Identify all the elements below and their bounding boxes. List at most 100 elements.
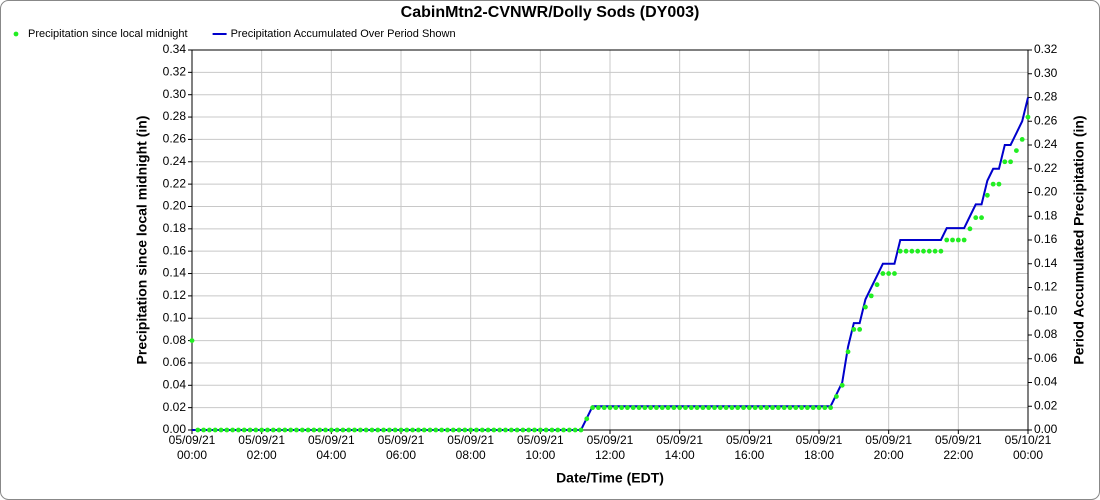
data-point [357, 427, 363, 433]
data-point [863, 304, 868, 310]
data-point [613, 405, 619, 411]
x-tick-label: 05/09/21 16:00 [726, 433, 773, 462]
data-point [746, 405, 752, 411]
data-point [230, 427, 236, 433]
data-point [526, 427, 532, 433]
data-point [363, 427, 369, 433]
data-point [328, 427, 334, 433]
data-point [886, 271, 892, 276]
data-point [305, 427, 311, 433]
data-point [973, 215, 979, 221]
data-point [892, 271, 897, 276]
y2-tick-label: 0.16 [1034, 232, 1058, 246]
data-point [584, 416, 590, 422]
data-point [630, 405, 636, 411]
data-point [247, 427, 253, 433]
data-point [282, 427, 288, 433]
data-point [741, 405, 746, 411]
y-axis-title: Precipitation since local midnight (in) [134, 116, 150, 365]
data-point [514, 427, 520, 433]
y2-tick-label: 0.06 [1034, 351, 1058, 365]
data-point [845, 349, 851, 355]
y-tick-label: 0.02 [163, 400, 187, 414]
data-point [642, 405, 648, 411]
data-point [897, 248, 903, 254]
x-tick-label: 05/09/21 08:00 [447, 433, 494, 462]
data-point [404, 427, 410, 433]
data-point [880, 271, 886, 276]
data-point [561, 427, 566, 433]
data-point [619, 405, 625, 411]
x-tick-label: 05/09/21 22:00 [935, 433, 982, 462]
data-point [572, 427, 578, 433]
data-point [375, 427, 381, 433]
data-point [421, 427, 427, 433]
y2-tick-label: 0.02 [1034, 398, 1058, 412]
data-point [259, 427, 265, 433]
y-tick-label: 0.14 [163, 266, 187, 280]
y2-tick-label: 0.12 [1034, 280, 1058, 294]
y2-tick-label: 0.32 [1034, 42, 1058, 56]
data-point [665, 405, 671, 411]
data-point [323, 427, 328, 433]
data-point [288, 427, 294, 433]
data-point [828, 405, 834, 411]
data-point [834, 394, 839, 399]
data-point [189, 338, 195, 343]
data-point [503, 427, 508, 433]
data-point [979, 215, 984, 221]
y-tick-label: 0.28 [163, 109, 187, 123]
data-point [299, 427, 305, 433]
x-tick-label: 05/09/21 14:00 [656, 433, 703, 462]
data-point [781, 405, 787, 411]
data-point [816, 405, 822, 411]
data-point [1025, 114, 1031, 120]
data-point [294, 427, 299, 433]
data-point [549, 427, 555, 433]
y2-tick-label: 0.00 [1034, 422, 1058, 436]
y-tick-label: 0.22 [163, 176, 187, 190]
data-point [508, 427, 514, 433]
y-tick-label: 0.16 [163, 243, 187, 257]
data-point [468, 427, 474, 433]
data-point [926, 248, 932, 254]
x-tick-label: 05/09/21 20:00 [865, 433, 912, 462]
x-tick-label: 05/10/21 00:00 [1005, 433, 1052, 462]
data-point [868, 293, 874, 299]
data-point [839, 382, 845, 388]
legend-marker [13, 31, 19, 37]
data-point [497, 427, 503, 433]
data-point [735, 405, 741, 411]
x-tick-label: 05/09/21 02:00 [238, 433, 285, 462]
data-point [996, 181, 1002, 187]
x-axis-title: Date/Time (EDT) [556, 470, 664, 486]
data-point [990, 181, 996, 187]
data-point [340, 427, 346, 433]
x-tick-label: 05/09/21 10:00 [517, 433, 564, 462]
data-point [775, 405, 781, 411]
data-point [723, 405, 729, 411]
data-point [566, 427, 572, 433]
data-point [236, 427, 241, 433]
data-point [462, 427, 468, 433]
data-point [201, 427, 207, 433]
data-point [346, 427, 352, 433]
y2-tick-label: 0.26 [1034, 113, 1058, 127]
data-point [207, 427, 212, 433]
y-tick-label: 0.10 [163, 310, 187, 324]
data-point [1002, 159, 1008, 165]
y-tick-label: 0.04 [163, 377, 187, 391]
y2-tick-label: 0.04 [1034, 375, 1058, 389]
data-point [595, 405, 601, 411]
x-tick-label: 05/09/21 12:00 [587, 433, 634, 462]
data-point [1019, 137, 1025, 142]
data-point [590, 405, 595, 411]
data-point [717, 405, 723, 411]
y2-tick-label: 0.08 [1034, 327, 1058, 341]
data-point [195, 427, 201, 433]
y-tick-label: 0.06 [163, 355, 187, 369]
data-point [433, 427, 439, 433]
data-point [648, 405, 654, 411]
y2-tick-label: 0.24 [1034, 137, 1058, 151]
